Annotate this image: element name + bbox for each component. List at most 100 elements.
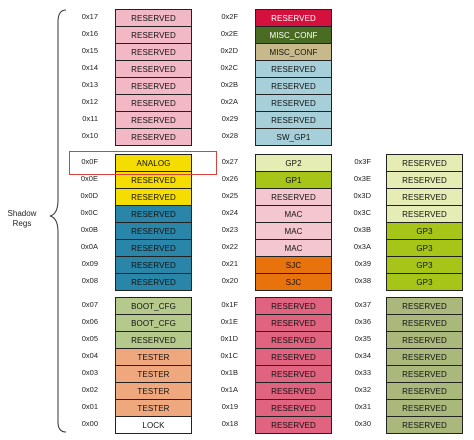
address-label: 0x3A	[353, 242, 371, 251]
register-cell: RESERVED	[115, 26, 192, 44]
address-label: 0x15	[81, 46, 98, 55]
register-cell: RESERVED	[115, 94, 192, 112]
register-cell: RESERVED	[386, 416, 463, 434]
register-cell: RESERVED	[115, 222, 192, 240]
address-label: 0x01	[81, 402, 98, 411]
register-cell: RESERVED	[255, 314, 332, 332]
address-label: 0x0E	[80, 174, 98, 183]
address-label: 0x2E	[220, 29, 238, 38]
address-label: 0x23	[221, 225, 238, 234]
address-label: 0x27	[221, 157, 238, 166]
address-label: 0x1F	[221, 300, 238, 309]
address-label: 0x0D	[80, 191, 98, 200]
shadow-regs-brace	[49, 9, 67, 433]
address-label: 0x03	[81, 368, 98, 377]
address-label: 0x2D	[220, 46, 238, 55]
register-cell: RESERVED	[255, 348, 332, 366]
address-label: 0x02	[81, 385, 98, 394]
register-cell: RESERVED	[115, 239, 192, 257]
address-label: 0x29	[221, 114, 238, 123]
register-cell: BOOT_CFG	[115, 297, 192, 315]
address-label: 0x1A	[220, 385, 238, 394]
address-label: 0x26	[221, 174, 238, 183]
register-cell: RESERVED	[255, 9, 332, 27]
register-cell: RESERVED	[115, 111, 192, 129]
register-cell: RESERVED	[386, 382, 463, 400]
register-cell: RESERVED	[255, 188, 332, 206]
register-cell: RESERVED	[115, 205, 192, 223]
address-label: 0x19	[221, 402, 238, 411]
register-cell: MAC	[255, 222, 332, 240]
address-label: 0x3C	[353, 208, 371, 217]
register-cell: RESERVED	[255, 416, 332, 434]
address-label: 0x07	[81, 300, 98, 309]
analog-highlight-box	[69, 151, 217, 175]
address-label: 0x13	[81, 80, 98, 89]
register-cell: RESERVED	[115, 77, 192, 95]
address-label: 0x1D	[220, 334, 238, 343]
register-cell: SJC	[255, 256, 332, 274]
address-label: 0x14	[81, 63, 98, 72]
address-label: 0x33	[354, 368, 371, 377]
register-cell: MISC_CONF	[255, 43, 332, 61]
register-cell: RESERVED	[255, 94, 332, 112]
address-label: 0x1C	[220, 351, 238, 360]
register-cell: GP3	[386, 239, 463, 257]
address-label: 0x30	[354, 419, 371, 428]
address-label: 0x12	[81, 97, 98, 106]
register-cell: RESERVED	[115, 128, 192, 146]
register-cell: MAC	[255, 205, 332, 223]
register-cell: RESERVED	[386, 331, 463, 349]
register-cell: MAC	[255, 239, 332, 257]
address-label: 0x24	[221, 208, 238, 217]
address-label: 0x1B	[220, 368, 238, 377]
register-cell: MISC_CONF	[255, 26, 332, 44]
address-label: 0x20	[221, 276, 238, 285]
register-cell: TESTER	[115, 348, 192, 366]
register-cell: SW_GP1	[255, 128, 332, 146]
address-label: 0x37	[354, 300, 371, 309]
address-label: 0x05	[81, 334, 98, 343]
address-label: 0x25	[221, 191, 238, 200]
register-cell: RESERVED	[115, 9, 192, 27]
address-label: 0x11	[82, 114, 98, 123]
register-cell: RESERVED	[386, 205, 463, 223]
register-cell: GP3	[386, 256, 463, 274]
register-cell: TESTER	[115, 382, 192, 400]
side-label-line-2: Regs	[12, 219, 32, 228]
address-label: 0x31	[354, 402, 371, 411]
register-cell: RESERVED	[386, 154, 463, 172]
address-label: 0x39	[354, 259, 371, 268]
register-cell: RESERVED	[255, 331, 332, 349]
address-label: 0x28	[221, 131, 238, 140]
register-cell: RESERVED	[255, 60, 332, 78]
register-cell: TESTER	[115, 399, 192, 417]
address-label: 0x0C	[80, 208, 98, 217]
address-label: 0x3E	[353, 174, 371, 183]
address-label: 0x2B	[220, 80, 238, 89]
register-cell: LOCK	[115, 416, 192, 434]
address-label: 0x10	[81, 131, 98, 140]
register-cell: RESERVED	[386, 399, 463, 417]
register-cell: RESERVED	[255, 297, 332, 315]
address-label: 0x34	[354, 351, 371, 360]
address-label: 0x1E	[220, 317, 238, 326]
address-label: 0x3D	[353, 191, 371, 200]
side-label-line-1: Shadow	[7, 209, 37, 218]
address-label: 0x36	[354, 317, 371, 326]
register-cell: SJC	[255, 273, 332, 291]
register-cell: RESERVED	[255, 365, 332, 383]
address-label: 0x09	[81, 259, 98, 268]
register-cell: GP2	[255, 154, 332, 172]
address-label: 0x3B	[353, 225, 371, 234]
address-label: 0x0B	[80, 225, 98, 234]
register-cell: RESERVED	[115, 188, 192, 206]
address-label: 0x08	[81, 276, 98, 285]
register-cell: RESERVED	[386, 171, 463, 189]
address-label: 0x0A	[80, 242, 98, 251]
address-label: 0x00	[81, 419, 98, 428]
register-cell: RESERVED	[255, 111, 332, 129]
register-cell: GP3	[386, 273, 463, 291]
address-label: 0x38	[354, 276, 371, 285]
